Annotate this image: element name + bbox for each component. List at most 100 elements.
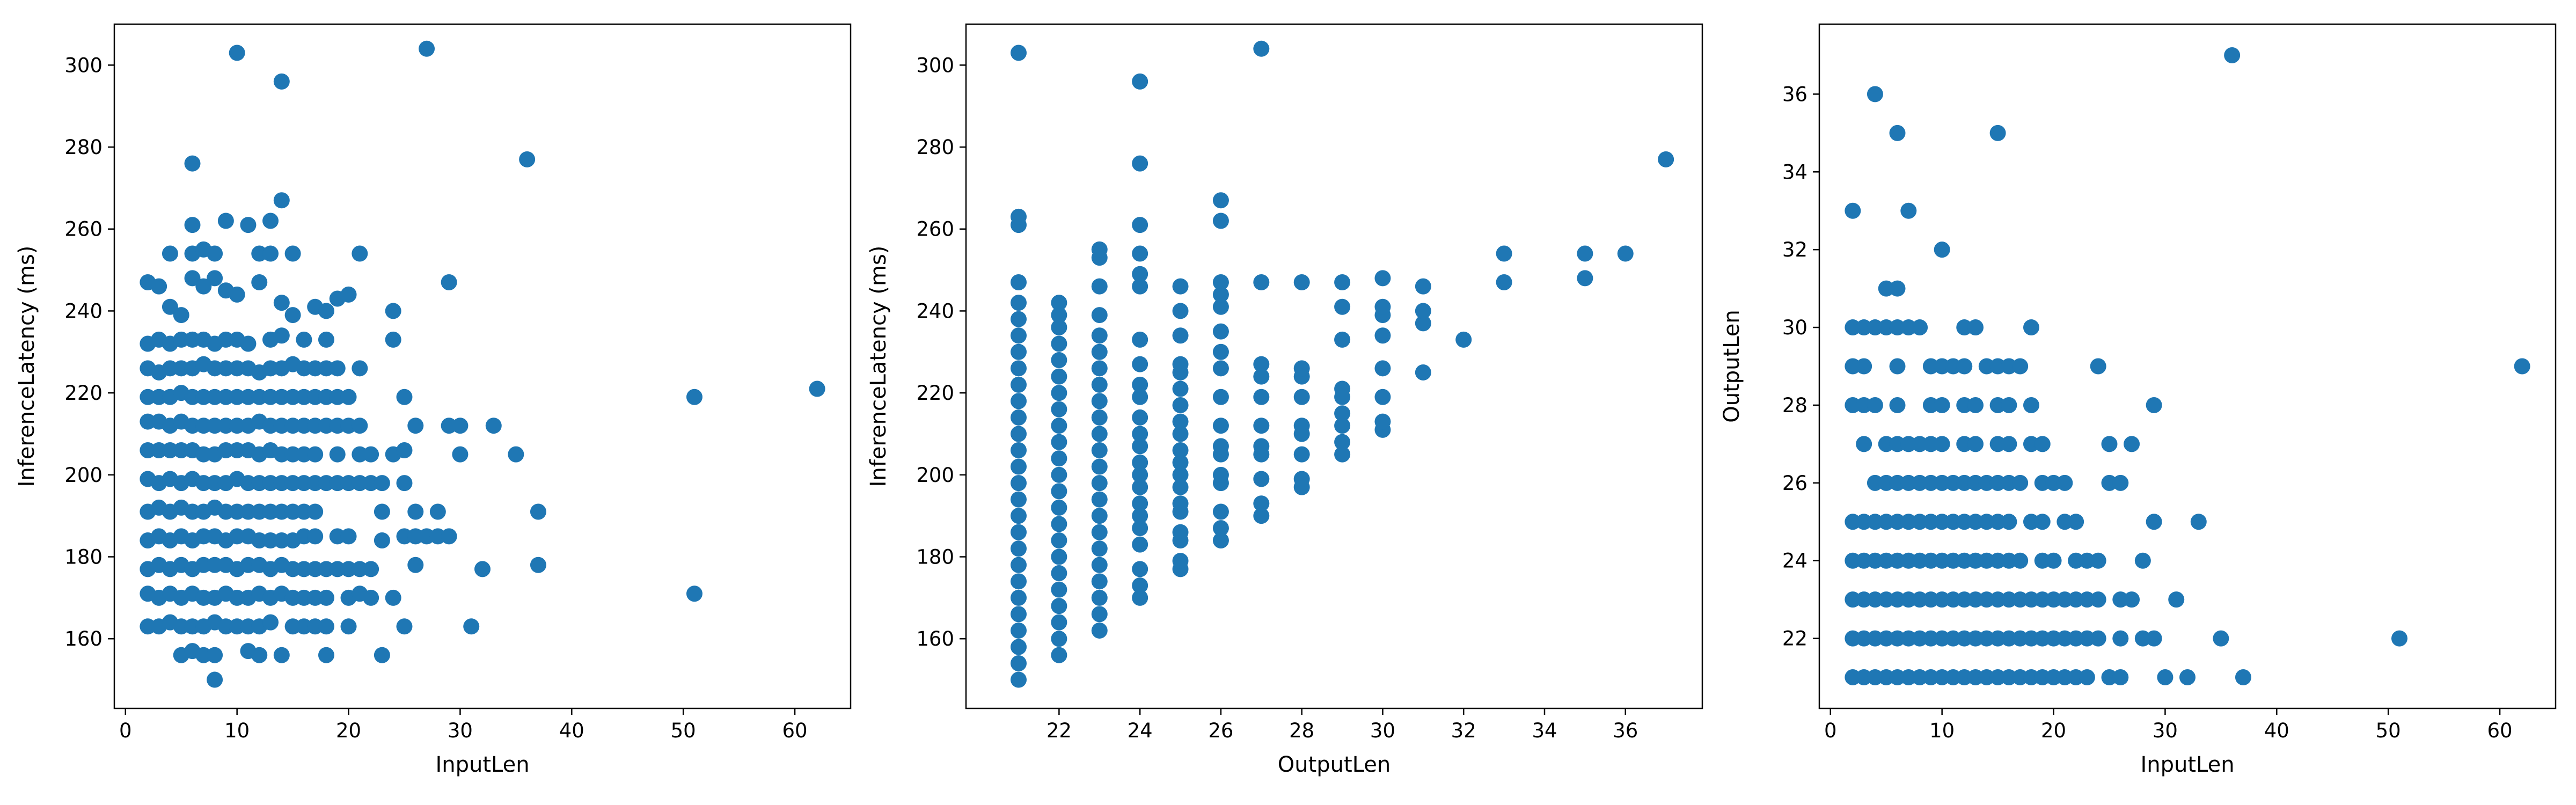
data-point — [1253, 438, 1270, 455]
chart-panel-2: 22 24 26 28 30 32 34 36 160 180 200 220 240 260 280 300… — [866, 23, 1703, 777]
data-point — [140, 442, 156, 459]
data-point — [1889, 280, 1906, 297]
data-point — [1922, 474, 1939, 491]
data-point — [1856, 358, 1872, 375]
data-point — [229, 45, 245, 61]
data-point — [1051, 385, 1067, 401]
data-point — [1132, 389, 1148, 405]
data-point — [1374, 270, 1391, 287]
data-point — [273, 418, 290, 434]
data-point — [1293, 446, 1310, 463]
points — [140, 40, 825, 688]
data-point — [2034, 436, 2051, 452]
data-point — [1011, 524, 1027, 540]
data-point — [240, 503, 257, 520]
data-point — [296, 360, 312, 377]
data-point — [1051, 532, 1067, 548]
data-point — [1856, 436, 1872, 452]
data-point — [162, 298, 178, 315]
data-point — [1172, 303, 1189, 319]
x-axis-label: InputLen — [2140, 752, 2234, 777]
data-point — [1415, 315, 1431, 332]
data-point — [2001, 358, 2017, 375]
data-point — [240, 335, 257, 352]
data-point — [1922, 436, 1939, 452]
data-point — [1132, 438, 1148, 455]
data-point — [2023, 591, 2039, 608]
data-point — [1051, 516, 1067, 532]
data-point — [1253, 40, 1270, 57]
data-point — [1212, 418, 1229, 434]
data-point — [1922, 630, 1939, 647]
data-point — [229, 528, 245, 545]
data-point — [1856, 591, 1872, 608]
y-tick-label: 280 — [916, 136, 954, 159]
data-point — [1845, 630, 1861, 647]
data-point — [352, 561, 368, 577]
data-point — [262, 213, 279, 229]
data-point — [1912, 474, 1928, 491]
data-point — [217, 360, 234, 377]
data-point — [251, 245, 268, 262]
data-point — [140, 618, 156, 635]
data-point — [2101, 669, 2118, 686]
data-point — [1845, 397, 1861, 413]
data-point — [184, 270, 201, 287]
data-point — [1374, 413, 1391, 430]
data-point — [240, 618, 257, 635]
data-point — [1374, 298, 1391, 315]
data-point — [1845, 202, 1861, 219]
data-point — [1945, 591, 1962, 608]
data-point — [2045, 669, 2062, 686]
data-point — [229, 389, 245, 405]
data-point — [407, 418, 424, 434]
data-point — [162, 442, 178, 459]
data-point — [2112, 630, 2129, 647]
data-point — [374, 475, 390, 492]
data-point — [340, 561, 357, 577]
data-point — [1091, 360, 1108, 377]
data-point — [2224, 47, 2241, 63]
data-point — [1132, 577, 1148, 594]
data-point — [1845, 669, 1861, 686]
data-point — [1212, 286, 1229, 303]
data-point — [1845, 358, 1861, 375]
data-point — [352, 475, 368, 492]
data-point — [1011, 458, 1027, 475]
data-point — [1253, 495, 1270, 512]
data-point — [1172, 454, 1189, 471]
y-tick-label: 200 — [64, 464, 103, 487]
data-point — [352, 245, 368, 262]
data-point — [284, 618, 301, 635]
y-tick-label: 280 — [64, 136, 103, 159]
data-point — [1415, 364, 1431, 380]
data-point — [240, 475, 257, 492]
data-point — [1934, 436, 1950, 452]
x-tick-label: 0 — [1824, 719, 1837, 742]
data-point — [2012, 358, 2029, 375]
data-point — [2134, 630, 2151, 647]
x-tick-label: 40 — [2264, 719, 2289, 742]
data-point — [1091, 606, 1108, 623]
data-point — [273, 532, 290, 548]
data-point — [1967, 552, 1984, 569]
data-point — [1011, 540, 1027, 557]
data-point — [1989, 669, 2006, 686]
data-point — [207, 671, 223, 688]
data-point — [329, 360, 346, 377]
data-point — [2079, 591, 2095, 608]
data-point — [307, 589, 324, 606]
data-point — [340, 418, 357, 434]
data-point — [1967, 436, 1984, 452]
data-point — [318, 331, 334, 348]
data-point — [1934, 669, 1950, 686]
data-point — [262, 532, 279, 548]
data-point — [1912, 552, 1928, 569]
data-point — [2023, 319, 2039, 336]
data-point — [1415, 278, 1431, 295]
data-point — [1172, 426, 1189, 442]
data-point — [1132, 245, 1148, 262]
data-point — [1934, 514, 1950, 530]
data-point — [1867, 397, 1883, 413]
data-point — [396, 475, 413, 492]
